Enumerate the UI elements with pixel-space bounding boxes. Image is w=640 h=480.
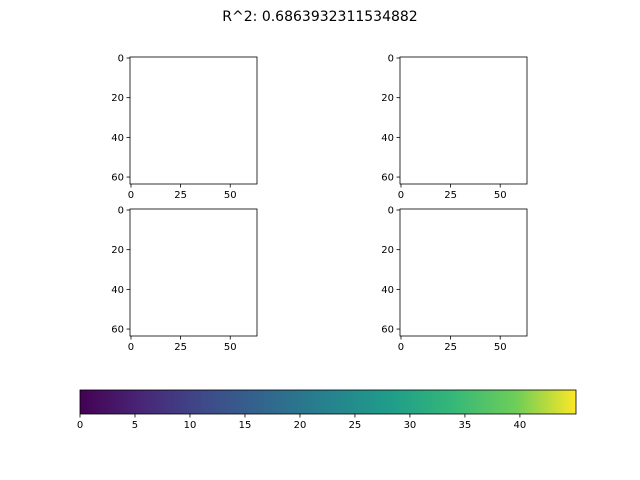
y-tick-label: 40: [111, 133, 124, 144]
x-tick-label: 50: [494, 342, 507, 353]
y-tick-label: 20: [111, 245, 124, 256]
x-tick-label: 25: [174, 190, 187, 201]
image-area: [130, 57, 237, 184]
image-area: [126, 269, 166, 309]
colorbar-tick-label: 30: [404, 420, 417, 431]
image-area: [217, 227, 219, 229]
colorbar-tick-label: 5: [132, 420, 138, 431]
image-area: [400, 77, 460, 184]
image-area: [156, 263, 184, 291]
image: [392, 209, 527, 338]
colorbar-tick-label: 35: [459, 420, 472, 431]
x-tick-label: 50: [224, 190, 237, 201]
y-tick-label: 60: [381, 325, 394, 336]
axes-frame: [129, 208, 258, 337]
x-tick-label: 50: [224, 342, 237, 353]
image-area: [253, 213, 257, 217]
colorbar-tick-label: 15: [239, 420, 252, 431]
colorbar-tick-label: 0: [77, 420, 83, 431]
image: [400, 57, 527, 184]
image-area: [426, 263, 454, 291]
image-area: [186, 312, 210, 336]
image-area: [400, 209, 527, 336]
axes-frame: [129, 56, 258, 185]
x-tick-label: 0: [398, 190, 404, 201]
image-area: [458, 85, 462, 87]
colorbar-tick-label: 40: [514, 420, 527, 431]
image-area: [438, 302, 474, 338]
y-tick-label: 20: [111, 93, 124, 104]
x-tick-label: 0: [128, 342, 134, 353]
y-tick-label: 40: [111, 285, 124, 296]
image-area: [454, 71, 462, 75]
image-area: [460, 69, 464, 71]
y-tick-label: 20: [381, 93, 394, 104]
image-area: [130, 117, 225, 184]
y-tick-label: 60: [381, 173, 394, 184]
y-tick-label: 0: [388, 205, 394, 216]
x-tick-label: 25: [174, 342, 187, 353]
image-area: [130, 209, 257, 336]
image-area: [120, 245, 148, 273]
image: [130, 57, 257, 184]
x-tick-label: 25: [444, 342, 457, 353]
y-tick-label: 0: [118, 205, 124, 216]
image-area: [168, 302, 204, 338]
y-tick-label: 40: [381, 285, 394, 296]
colorbar: [79, 389, 577, 415]
colorbar-tick-label: 10: [184, 420, 197, 431]
figure-title: R^2: 0.6863932311534882: [222, 9, 417, 25]
y-tick-label: 40: [381, 133, 394, 144]
x-tick-label: 50: [494, 190, 507, 201]
image-area: [188, 237, 192, 239]
x-tick-label: 0: [398, 342, 404, 353]
image-area: [400, 57, 527, 184]
axes-frame: [399, 208, 528, 337]
y-tick-label: 60: [111, 173, 124, 184]
image-area: [396, 269, 436, 309]
image-area: [410, 286, 454, 330]
x-tick-label: 25: [444, 190, 457, 201]
image-area: [184, 223, 192, 227]
x-tick-label: 0: [128, 190, 134, 201]
image-area: [400, 225, 424, 249]
image-area: [130, 225, 154, 249]
y-tick-label: 20: [381, 245, 394, 256]
axes-frame: [399, 56, 528, 185]
image-area: [140, 286, 184, 330]
image-area: [523, 61, 527, 65]
y-tick-label: 0: [388, 53, 394, 64]
y-tick-label: 60: [111, 325, 124, 336]
colorbar-tick-label: 20: [294, 420, 307, 431]
image: [120, 209, 257, 338]
y-tick-label: 0: [118, 53, 124, 64]
image-area: [456, 312, 480, 336]
colorbar-tick-label: 25: [349, 420, 362, 431]
image-area: [487, 75, 489, 77]
image-area: [392, 245, 420, 273]
image-area: [130, 57, 257, 184]
